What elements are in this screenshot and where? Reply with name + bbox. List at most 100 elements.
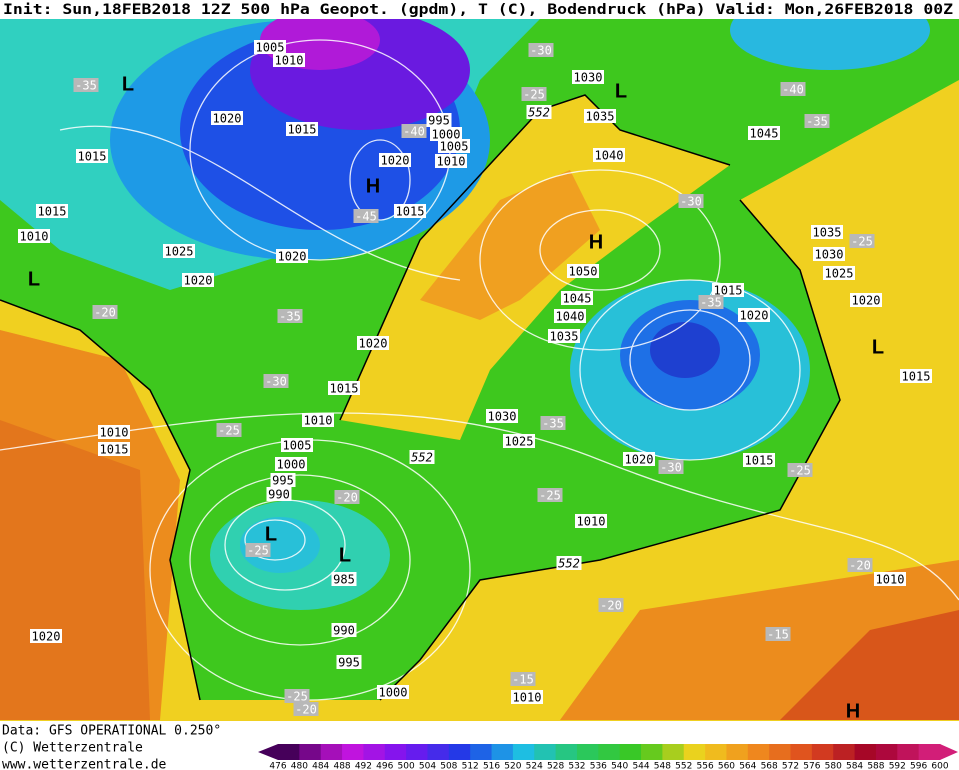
contour-552-label-box <box>526 105 552 119</box>
temperature-label: -25 <box>851 235 873 249</box>
temperature-label: -25 <box>789 464 811 478</box>
isobar-label-box <box>813 247 845 261</box>
colorbar-cell <box>427 744 450 760</box>
temperature-label: -20 <box>849 559 871 573</box>
temperature-label-box <box>334 490 360 504</box>
isobar-label: 1010 <box>20 230 49 244</box>
isobar-label-box <box>593 148 625 162</box>
temperature-label-box <box>847 558 873 572</box>
temperature-label-box <box>787 463 813 477</box>
pressure-center: H <box>846 700 860 722</box>
isobar-label: 1045 <box>563 292 592 306</box>
pressure-center: H <box>589 231 603 253</box>
temperature-label-box <box>245 543 271 557</box>
isobar-label-box <box>561 291 593 305</box>
isobar-label-box <box>331 572 357 586</box>
header-title: Init: Sun,18FEB2018 12Z 500 hPa Geopot. … <box>3 2 953 18</box>
isobar-label: 1035 <box>550 330 579 344</box>
temperature-label: -25 <box>523 88 545 102</box>
pressure-center: L <box>339 544 351 566</box>
colorbar-label: 592 <box>889 762 906 770</box>
isobar-label-box <box>430 127 462 141</box>
temperature-label-box <box>765 627 791 641</box>
isobar-label-box <box>276 249 308 263</box>
isobar-label: 1020 <box>278 250 307 264</box>
isobar-label-box <box>738 308 770 322</box>
colorbar-cell <box>363 744 386 760</box>
contour-552-label-box <box>556 556 582 570</box>
colorbar-cell <box>384 744 407 760</box>
isobar-label: 985 <box>333 573 355 587</box>
isobar-label: 995 <box>338 656 360 670</box>
temperature-label: -40 <box>782 83 804 97</box>
temperature-label: -35 <box>806 115 828 129</box>
isobar-label-box <box>266 487 292 501</box>
isobar-label-box <box>98 442 130 456</box>
isobar-label: 1010 <box>100 426 129 440</box>
colorbar-cell <box>576 744 599 760</box>
isobar-label-box <box>270 473 296 487</box>
isobar-label: 1020 <box>381 154 410 168</box>
isobar-label: 995 <box>428 114 450 128</box>
colorbar-cell <box>512 744 535 760</box>
colorbar-cell <box>406 744 428 760</box>
colorbar-label: 600 <box>931 762 948 770</box>
colorbar-end <box>940 744 958 760</box>
colorbar-cell <box>769 744 792 760</box>
isobar-label: 990 <box>333 624 355 638</box>
colorbar-cell <box>790 744 813 760</box>
colorbar-label: 532 <box>568 762 585 770</box>
colorbar-cell <box>641 744 663 760</box>
isobar-label-box <box>302 413 334 427</box>
colorbar-label: 588 <box>867 762 884 770</box>
colorbar-label: 528 <box>547 762 564 770</box>
colorbar-cell <box>448 744 471 760</box>
isobar-label: 1030 <box>815 248 844 262</box>
colorbar-cell <box>555 744 578 760</box>
isobar-label: 1015 <box>288 123 317 137</box>
isobar-label: 1010 <box>577 515 606 529</box>
isobar-label: 1010 <box>513 691 542 705</box>
isobar-label-box <box>850 293 882 307</box>
isobar-label: 1015 <box>330 382 359 396</box>
isobar-label: 1010 <box>876 573 905 587</box>
temperature-label-box <box>510 672 536 686</box>
temperature-label-box <box>598 598 624 612</box>
temperature-label: -30 <box>265 375 287 389</box>
isobar-label: 1040 <box>595 149 624 163</box>
temperature-label: -25 <box>286 690 308 704</box>
isobar-label-box <box>286 122 318 136</box>
colorbar-label: 508 <box>440 762 457 770</box>
temperature-label-box <box>521 87 547 101</box>
isobar-label: 1020 <box>625 453 654 467</box>
colorbar-cell <box>811 744 834 760</box>
isobar-label: 1050 <box>569 265 598 279</box>
colorbar-label: 552 <box>675 762 692 770</box>
isobar-label: 1030 <box>488 410 517 424</box>
isobar-label: 1000 <box>432 128 461 142</box>
isobar-label-box <box>36 204 68 218</box>
colorbar-label: 524 <box>526 762 543 770</box>
isobar-label: 1045 <box>750 127 779 141</box>
colorbar-cell <box>470 744 493 760</box>
contour-552-label: 552 <box>411 451 433 465</box>
isobar-label: 1035 <box>586 110 615 124</box>
colorbar-label: 564 <box>739 762 756 770</box>
colorbar-label: 516 <box>483 762 500 770</box>
isobar-label-box <box>426 113 452 127</box>
temperature-label-box <box>401 124 427 138</box>
colorbar-label: 584 <box>846 762 863 770</box>
isobar-label: 1035 <box>813 226 842 240</box>
temperature-label-box <box>277 309 303 323</box>
isobar-label: 1010 <box>437 155 466 169</box>
isobar-label: 1005 <box>256 41 285 55</box>
colorbar-cell <box>320 744 343 760</box>
colorbar-label: 504 <box>419 762 436 770</box>
isobar-label-box <box>377 685 409 699</box>
isobar-label-box <box>623 452 655 466</box>
temperature-label: -20 <box>295 703 317 717</box>
isobar-label: 990 <box>268 488 290 502</box>
temperature-label: -30 <box>680 195 702 209</box>
colorbar-cell <box>726 744 749 760</box>
colorbar-cell <box>299 744 322 760</box>
